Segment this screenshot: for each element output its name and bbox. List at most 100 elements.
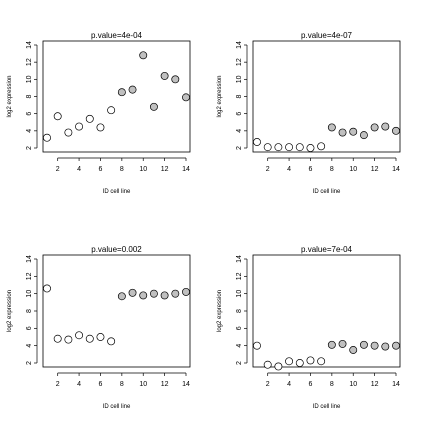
- x-tick-label: 8: [330, 166, 334, 173]
- x-tick-label: 4: [77, 166, 81, 173]
- data-point-high: [117, 292, 126, 301]
- data-point-high: [338, 128, 347, 137]
- panel-2: p.value=4e-07 2 4 6 8 10 12 14 ID cell line 2 4 6 8 1…: [217, 31, 401, 195]
- data-point-low: [96, 123, 105, 132]
- panel-title: p.value=4e-07: [301, 31, 352, 40]
- data-point-high: [128, 288, 137, 297]
- data-point-high: [392, 126, 400, 135]
- data-point-low: [253, 138, 261, 146]
- x-tick-label: 6: [99, 381, 103, 388]
- x-axis-label: ID cell line: [313, 404, 341, 410]
- y-tick-label: 10: [26, 75, 33, 83]
- x-tick-label: 12: [371, 381, 379, 388]
- data-point-high: [160, 71, 169, 80]
- x-tick-label: 12: [371, 166, 379, 173]
- data-point-low: [253, 341, 261, 350]
- data-point-low: [295, 359, 304, 367]
- data-point-high: [128, 85, 137, 94]
- x-axis-label: ID cell line: [103, 404, 131, 410]
- data-point-high: [139, 51, 148, 60]
- plot-frame: [252, 254, 401, 368]
- x-axis-label: ID cell line: [313, 189, 341, 195]
- data-point-low: [306, 356, 315, 365]
- x-tick-label: 8: [330, 381, 334, 388]
- data-point-high: [171, 75, 180, 84]
- data-point-low: [317, 142, 326, 151]
- data-point-low: [75, 331, 84, 340]
- data-point-high: [349, 346, 358, 354]
- panel-1: p.value=4e-04 2 4 6 8 10 12 14 ID cell line 2 4 6 8 1…: [7, 31, 191, 195]
- data-point-low: [75, 122, 84, 131]
- plot-frame: [42, 254, 191, 368]
- x-tick-label: 2: [266, 381, 270, 388]
- x-tick-label: 8: [120, 166, 124, 173]
- x-tick-label: 2: [56, 166, 60, 173]
- data-point-low: [85, 114, 94, 123]
- data-point-low: [53, 334, 62, 343]
- y-tick-label: 4: [26, 129, 33, 133]
- y-tick-label: 4: [26, 344, 33, 348]
- data-point-high: [327, 340, 336, 349]
- x-tick-label: 2: [266, 166, 270, 173]
- y-tick-label: 12: [26, 272, 33, 280]
- y-tick-label: 8: [26, 309, 33, 313]
- data-point-low: [64, 335, 73, 344]
- x-tick-label: 10: [349, 166, 357, 173]
- y-tick-label: 12: [26, 58, 33, 66]
- data-point-high: [171, 289, 180, 298]
- y-tick-label: 4: [236, 129, 243, 133]
- y-tick-label: 10: [236, 75, 243, 83]
- x-axis-label: ID cell line: [103, 189, 131, 195]
- data-point-high: [381, 342, 390, 351]
- x-tick-label: 4: [287, 166, 291, 173]
- y-tick-label: 2: [26, 146, 33, 150]
- data-point-low: [64, 128, 73, 137]
- y-axis-label: log2 expression: [7, 75, 13, 117]
- y-axis-label: log2 expression: [7, 290, 13, 332]
- data-point-low: [43, 284, 51, 293]
- y-tick-label: 6: [236, 326, 243, 330]
- data-point-high: [149, 102, 158, 111]
- x-tick-label: 14: [392, 381, 400, 388]
- data-point-high: [349, 127, 358, 136]
- data-point-high: [139, 291, 148, 300]
- data-point-high: [117, 88, 126, 97]
- data-point-low: [274, 143, 283, 152]
- y-tick-label: 2: [26, 361, 33, 365]
- y-tick-label: 8: [26, 94, 33, 98]
- data-point-high: [327, 123, 336, 132]
- data-point-high: [160, 291, 169, 300]
- y-tick-label: 2: [236, 361, 243, 365]
- data-point-low: [285, 143, 294, 152]
- x-tick-label: 14: [182, 381, 190, 388]
- y-axis-label: log2 expression: [217, 290, 223, 332]
- y-tick-label: 12: [236, 272, 243, 280]
- data-point-high: [381, 122, 390, 131]
- panel-title: p.value=7e-04: [301, 245, 352, 254]
- data-point-high: [370, 341, 379, 350]
- x-tick-label: 6: [309, 381, 313, 388]
- data-point-low: [274, 362, 283, 371]
- x-tick-label: 10: [349, 381, 357, 388]
- x-tick-label: 10: [139, 381, 147, 388]
- y-tick-label: 14: [26, 41, 33, 49]
- x-tick-label: 8: [120, 381, 124, 388]
- plot-frame: [252, 40, 401, 153]
- y-tick-label: 4: [236, 344, 243, 348]
- y-tick-label: 14: [236, 41, 243, 49]
- data-point-low: [263, 360, 272, 369]
- y-tick-label: 6: [236, 112, 243, 116]
- y-axis-label: log2 expression: [217, 75, 223, 117]
- x-tick-label: 2: [56, 381, 60, 388]
- x-tick-label: 12: [161, 166, 169, 173]
- data-point-low: [285, 357, 294, 366]
- y-tick-label: 2: [236, 146, 243, 150]
- data-point-low: [295, 143, 304, 152]
- y-tick-label: 8: [236, 94, 243, 98]
- data-point-high: [182, 93, 190, 102]
- y-tick-label: 6: [26, 112, 33, 116]
- data-point-high: [149, 289, 158, 298]
- x-tick-label: 14: [392, 166, 400, 173]
- data-point-low: [107, 106, 116, 115]
